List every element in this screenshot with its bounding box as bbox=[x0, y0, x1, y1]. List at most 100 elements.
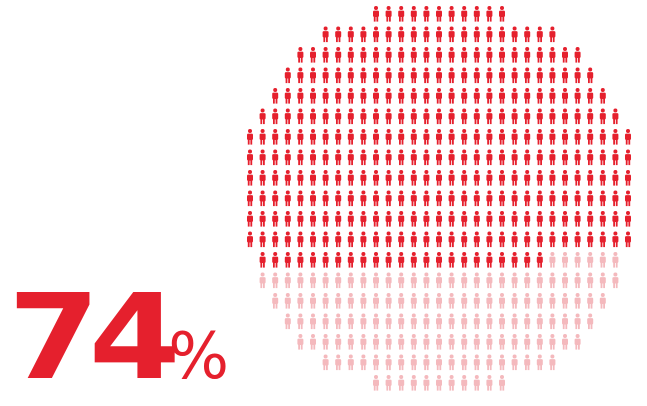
person-icon bbox=[511, 354, 518, 371]
person-icon bbox=[461, 47, 468, 63]
person-icon bbox=[536, 190, 543, 207]
person-icon bbox=[436, 26, 442, 43]
person-icon bbox=[549, 354, 556, 371]
person-icon bbox=[284, 149, 291, 166]
person-icon bbox=[536, 293, 543, 309]
person-icon bbox=[360, 67, 367, 84]
person-icon bbox=[259, 190, 266, 207]
person-icon bbox=[423, 354, 430, 371]
person-icon bbox=[436, 47, 442, 63]
person-icon bbox=[524, 293, 531, 309]
person-icon bbox=[499, 375, 505, 391]
person-icon bbox=[360, 149, 367, 166]
person-icon bbox=[486, 67, 493, 84]
person-icon bbox=[385, 252, 392, 268]
person-icon bbox=[398, 293, 405, 309]
person-icon bbox=[297, 313, 304, 330]
person-icon bbox=[562, 211, 568, 227]
person-icon bbox=[398, 272, 405, 289]
person-icon bbox=[322, 170, 329, 186]
person-icon bbox=[486, 375, 493, 391]
person-icon bbox=[599, 211, 606, 227]
person-icon bbox=[599, 190, 606, 207]
person-icon bbox=[625, 129, 631, 145]
person-icon bbox=[259, 211, 266, 227]
person-icon bbox=[322, 293, 329, 309]
person-icon bbox=[423, 129, 430, 145]
person-icon bbox=[599, 231, 606, 248]
person-icon bbox=[385, 334, 392, 350]
person-icon bbox=[398, 313, 405, 330]
person-icon bbox=[310, 252, 316, 268]
person-icon bbox=[448, 334, 455, 350]
person-icon bbox=[259, 170, 266, 186]
person-icon bbox=[599, 293, 606, 309]
person-icon bbox=[536, 129, 543, 145]
person-icon bbox=[486, 88, 493, 104]
person-icon bbox=[310, 313, 316, 330]
person-icon bbox=[297, 47, 304, 63]
person-icon bbox=[272, 252, 279, 268]
person-icon bbox=[284, 231, 291, 248]
person-icon bbox=[473, 375, 480, 391]
person-icon bbox=[322, 334, 329, 350]
person-icon bbox=[398, 26, 405, 43]
person-icon bbox=[423, 252, 430, 268]
person-icon bbox=[511, 272, 518, 289]
person-icon bbox=[398, 354, 405, 371]
person-icon bbox=[373, 108, 379, 125]
person-icon bbox=[574, 88, 581, 104]
person-icon bbox=[587, 67, 594, 84]
person-icon bbox=[511, 47, 518, 63]
person-icon bbox=[511, 211, 518, 227]
person-icon bbox=[562, 252, 568, 268]
person-icon bbox=[549, 252, 556, 268]
person-icon bbox=[410, 375, 417, 391]
person-icon bbox=[499, 170, 505, 186]
person-icon bbox=[461, 129, 468, 145]
person-icon bbox=[373, 129, 379, 145]
person-icon bbox=[461, 6, 468, 22]
person-icon bbox=[436, 129, 442, 145]
person-icon bbox=[347, 88, 354, 104]
person-icon bbox=[587, 149, 594, 166]
person-icon bbox=[524, 67, 531, 84]
person-icon bbox=[461, 313, 468, 330]
person-icon bbox=[524, 108, 531, 125]
person-icon bbox=[385, 211, 392, 227]
person-icon bbox=[335, 354, 342, 371]
person-icon bbox=[259, 149, 266, 166]
person-icon bbox=[436, 108, 442, 125]
percentage-stat: 74 % bbox=[8, 278, 229, 396]
person-icon bbox=[347, 211, 354, 227]
person-icon bbox=[536, 272, 543, 289]
person-icon bbox=[511, 252, 518, 268]
person-icon bbox=[473, 334, 480, 350]
person-icon bbox=[322, 26, 329, 43]
person-icon bbox=[423, 313, 430, 330]
person-icon bbox=[284, 67, 291, 84]
person-icon bbox=[272, 108, 279, 125]
person-icon bbox=[536, 252, 543, 268]
person-icon bbox=[373, 88, 379, 104]
person-icon bbox=[486, 170, 493, 186]
person-icon bbox=[499, 129, 505, 145]
person-icon bbox=[599, 149, 606, 166]
person-icon bbox=[562, 272, 568, 289]
person-icon bbox=[499, 67, 505, 84]
person-icon bbox=[385, 231, 392, 248]
person-icon bbox=[410, 88, 417, 104]
person-icon bbox=[599, 272, 606, 289]
person-icon bbox=[625, 149, 631, 166]
person-icon bbox=[310, 149, 316, 166]
person-icon bbox=[436, 293, 442, 309]
person-icon bbox=[373, 293, 379, 309]
person-icon bbox=[473, 272, 480, 289]
person-icon bbox=[423, 108, 430, 125]
person-icon bbox=[562, 149, 568, 166]
person-icon bbox=[436, 354, 442, 371]
person-icon bbox=[398, 108, 405, 125]
person-icon bbox=[259, 272, 266, 289]
person-icon bbox=[310, 231, 316, 248]
person-icon bbox=[360, 170, 367, 186]
